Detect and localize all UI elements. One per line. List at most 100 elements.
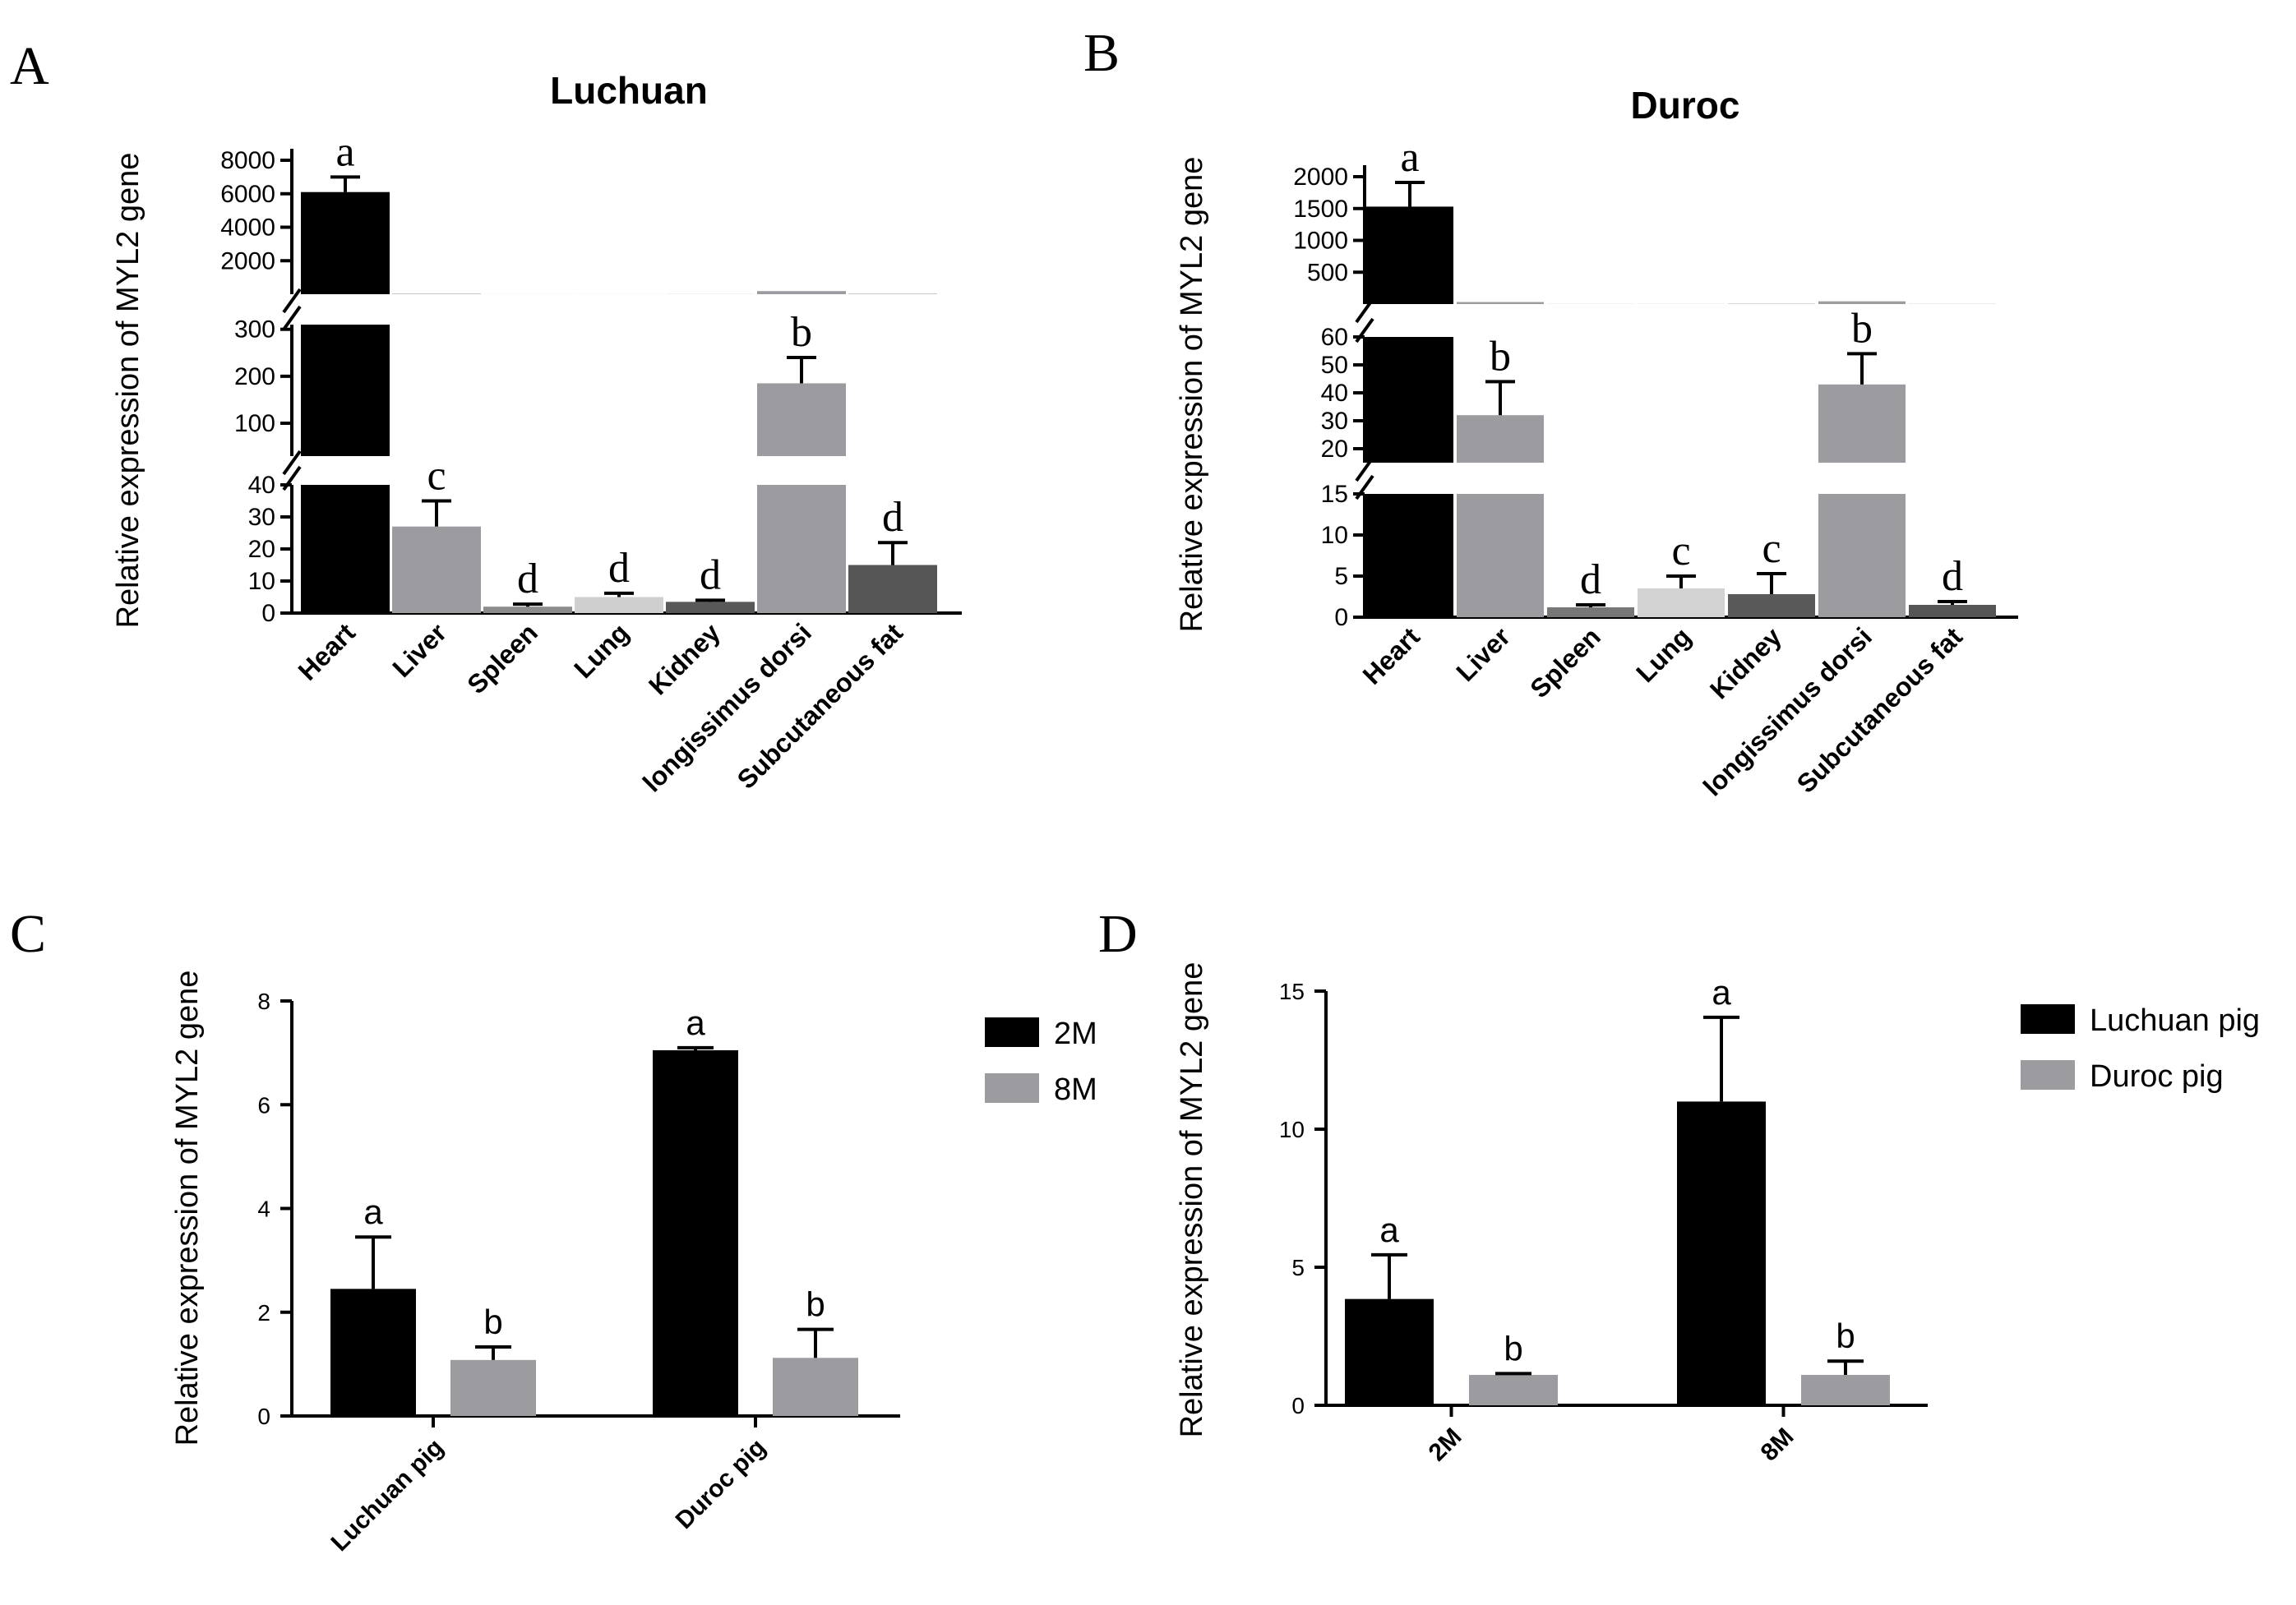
- legend-swatch-duroc-pig: [2021, 1060, 2075, 1090]
- significance-letter: a: [363, 1192, 383, 1231]
- bar-longissimus-dorsi: [1818, 384, 1906, 463]
- significance-letter: b: [1504, 1329, 1522, 1367]
- y-tick-label: 30: [248, 504, 275, 531]
- y-tick-label: 6000: [220, 181, 275, 208]
- y-tick-label: 10: [248, 568, 275, 595]
- significance-letter: a: [1379, 1211, 1399, 1249]
- bar-subcutaneous-fat: [848, 565, 937, 613]
- y-tick-label: 10: [1321, 522, 1348, 549]
- y-tick-label: 2: [257, 1300, 270, 1326]
- y-tick-label: 5: [1291, 1255, 1305, 1280]
- significance-letter: a: [686, 1003, 705, 1042]
- category-label-liver: Liver: [386, 617, 452, 683]
- y-tick-label: 40: [248, 472, 275, 499]
- y-tick-label: 2000: [220, 247, 275, 274]
- bar-kidney: [666, 602, 755, 613]
- y-tick-label: 1500: [1293, 196, 1348, 223]
- y-tick-label: 0: [1291, 1393, 1305, 1418]
- axis-break-mark: [1355, 474, 1374, 500]
- significance-letter: c: [1671, 528, 1690, 574]
- panel-letter-c: C: [10, 904, 46, 964]
- bar-liver: [392, 526, 481, 613]
- legend-swatch-luchuan-pig: [2021, 1004, 2075, 1034]
- category-label-kidney: Kidney: [1704, 621, 1787, 704]
- bar-longissimus-dorsi: [757, 291, 846, 294]
- y-tick-label: 60: [1321, 324, 1348, 351]
- y-tick-label: 20: [248, 536, 275, 563]
- y-tick-label: 50: [1321, 352, 1348, 379]
- significance-letter: c: [1762, 525, 1781, 572]
- bar-8m-luchuan-pig: [450, 1359, 536, 1416]
- category-label-lung: Lung: [1630, 621, 1697, 688]
- legend-label-8m: 8M: [1054, 1072, 1097, 1107]
- legend-label-2m: 2M: [1054, 1017, 1097, 1051]
- legend-label-luchuan-pig: Luchuan pig: [2090, 1003, 2260, 1038]
- y-tick-label: 100: [234, 410, 275, 437]
- bar-liver: [392, 293, 481, 294]
- bar-liver: [1457, 415, 1544, 463]
- significance-letter: c: [427, 453, 446, 500]
- panel-letter-b: B: [1083, 23, 1120, 83]
- y-tick-label: 2000: [1293, 164, 1348, 191]
- y-tick-label: 15: [1279, 979, 1305, 1004]
- category-label-luchuan-pig: Luchuan pig: [326, 1434, 449, 1557]
- y-tick-label: 4000: [220, 214, 275, 242]
- category-label-spleen: Spleen: [1524, 621, 1606, 703]
- category-label-heart: Heart: [1357, 621, 1426, 690]
- significance-letter: d: [700, 551, 721, 598]
- panel-letter-a: A: [10, 36, 49, 96]
- y-tick-label: 40: [1321, 380, 1348, 407]
- bar-longissimus-dorsi: [1818, 494, 1906, 617]
- y-tick-label: 20: [1321, 436, 1348, 463]
- bar-lung: [1638, 588, 1725, 617]
- category-label-8m: 8M: [1756, 1423, 1799, 1467]
- chart-title: Duroc: [1631, 84, 1740, 127]
- legend-swatch-2m: [985, 1017, 1039, 1047]
- y-tick-label: 200: [234, 363, 275, 390]
- category-label-2m: 2M: [1424, 1423, 1467, 1467]
- significance-letter: a: [1400, 134, 1419, 181]
- significance-letter: d: [608, 545, 630, 592]
- category-label-duroc-pig: Duroc pig: [671, 1434, 771, 1534]
- bar-heart: [301, 191, 390, 294]
- bar-2m-duroc-pig: [653, 1049, 738, 1416]
- category-label-kidney: Kidney: [643, 617, 726, 700]
- significance-letter: d: [1580, 556, 1601, 603]
- axis-break-mark: [282, 450, 302, 476]
- axis-break-mark: [282, 305, 302, 331]
- category-label-subcutaneous-fat: Subcutaneous fat: [732, 617, 909, 795]
- bar-spleen: [483, 606, 572, 613]
- y-axis-label: Relative expression of MYL2 gene: [1175, 962, 1209, 1438]
- bar-heart: [1366, 494, 1453, 617]
- bar-2m-luchuan-pig: [330, 1289, 416, 1416]
- y-axis-label: Relative expression of MYL2 gene: [170, 971, 205, 1446]
- bar-heart: [1366, 206, 1453, 304]
- y-tick-label: 8000: [220, 147, 275, 174]
- category-label-subcutaneous-fat: Subcutaneous fat: [1791, 621, 1969, 799]
- significance-letter: b: [1836, 1317, 1855, 1355]
- y-tick-label: 0: [261, 600, 275, 627]
- significance-letter: b: [806, 1285, 825, 1324]
- panel-a: A Luchuan Relative expression of MYL2 gen…: [10, 36, 962, 798]
- significance-letter: a: [1712, 973, 1731, 1012]
- bar-8m-duroc-pig: [773, 1358, 858, 1416]
- axis-break-mark: [1355, 317, 1374, 344]
- y-tick-label: 6: [257, 1092, 270, 1118]
- significance-letter: b: [1851, 305, 1873, 352]
- category-label-heart: Heart: [293, 617, 362, 686]
- bar-luchuan-pig-2m: [1345, 1298, 1434, 1405]
- y-tick-label: 8: [257, 989, 270, 1014]
- y-tick-label: 300: [234, 316, 275, 344]
- bar-heart: [301, 325, 390, 456]
- y-tick-label: 0: [1334, 604, 1348, 631]
- bar-longissimus-dorsi: [757, 485, 846, 613]
- y-tick-label: 15: [1321, 481, 1348, 508]
- significance-letter: b: [1490, 333, 1511, 380]
- category-label-longissimus-dorsi: longissimus dorsi: [637, 617, 817, 797]
- category-label-lung: Lung: [568, 617, 635, 684]
- bar-liver: [1457, 494, 1544, 617]
- significance-letter: b: [791, 309, 812, 356]
- bar-heart: [301, 485, 390, 613]
- y-axis-label: Relative expression of MYL2 gene: [111, 153, 146, 629]
